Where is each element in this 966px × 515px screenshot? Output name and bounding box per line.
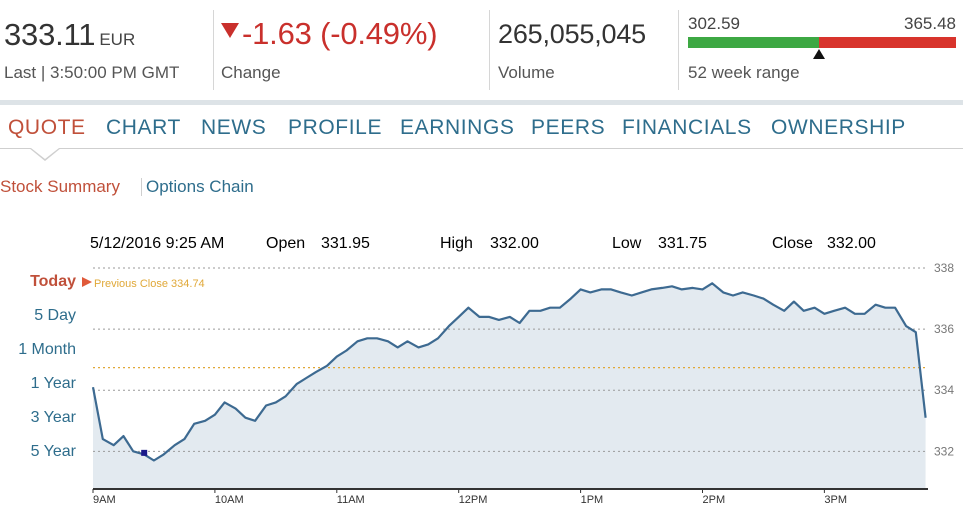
tabs-underline xyxy=(0,148,963,149)
down-arrow-icon xyxy=(221,23,239,38)
subnav-stock-summary[interactable]: Stock Summary xyxy=(0,177,120,196)
range-5-day[interactable]: 5 Day xyxy=(34,307,76,324)
low-value: 331.75 xyxy=(658,235,707,252)
range-5-year[interactable]: 5 Year xyxy=(30,443,76,460)
high-value: 332.00 xyxy=(490,235,539,252)
low-label: Low xyxy=(612,235,642,252)
range-3-year[interactable]: 3 Year xyxy=(30,409,76,426)
range-bar xyxy=(688,37,956,48)
last-price: 333.11 xyxy=(4,17,96,52)
close-label: Close xyxy=(772,235,813,252)
range-bar-high-segment xyxy=(819,37,956,48)
range-high: 365.48 xyxy=(904,14,956,33)
x-tick-label: 11AM xyxy=(337,494,365,506)
tab-chart[interactable]: CHART xyxy=(106,116,181,139)
range-bar-low-segment xyxy=(688,37,819,48)
x-tick-label: 3PM xyxy=(824,494,847,506)
last-time: Last | 3:50:00 PM GMT xyxy=(4,63,180,82)
divider xyxy=(489,10,490,90)
volume-panel: 265,055,045 Volume xyxy=(498,10,646,90)
previous-close-arrow-icon xyxy=(82,277,92,287)
price-area xyxy=(93,283,926,488)
tab-peers[interactable]: PEERS xyxy=(531,116,606,139)
quote-header: 333.11 EUR Last | 3:50:00 PM GMT -1.63 (-… xyxy=(0,0,966,100)
y-tick-label: 334 xyxy=(934,383,954,397)
highlight-point xyxy=(141,449,148,456)
range-panel: 302.59 365.48 52 week range xyxy=(688,10,958,90)
header-separator xyxy=(0,100,963,105)
x-tick-label: 2PM xyxy=(702,494,725,506)
x-tick-label: 9AM xyxy=(93,494,116,506)
tab-ownership[interactable]: OWNERSHIP xyxy=(771,116,906,139)
range-today[interactable]: Today xyxy=(30,273,76,290)
ohlc-datetime: 5/12/2016 9:25 AM xyxy=(90,235,225,252)
price-line xyxy=(91,282,927,462)
range-label: 52 week range xyxy=(688,63,800,82)
range-marker-icon xyxy=(813,49,825,59)
subnav-divider xyxy=(141,178,142,196)
y-tick-label: 332 xyxy=(934,444,954,458)
high-label: High xyxy=(440,235,473,252)
active-tab-caret-inner xyxy=(31,148,59,159)
subnav-options-chain[interactable]: Options Chain xyxy=(146,177,254,196)
y-tick-label: 338 xyxy=(934,261,954,275)
range-1-year[interactable]: 1 Year xyxy=(30,375,76,392)
x-tick-label: 12PM xyxy=(459,494,488,506)
tab-news[interactable]: NEWS xyxy=(201,116,267,139)
currency: EUR xyxy=(99,30,136,49)
tab-financials[interactable]: FINANCIALS xyxy=(622,116,752,139)
change-value: -1.63 (-0.49%) xyxy=(242,16,438,51)
close-value: 332.00 xyxy=(827,235,876,252)
tab-quote[interactable]: QUOTE xyxy=(8,116,86,139)
divider xyxy=(678,10,679,90)
last-price-panel: 333.11 EUR Last | 3:50:00 PM GMT xyxy=(4,10,179,90)
change-label: Change xyxy=(221,63,281,82)
y-tick-label: 336 xyxy=(934,322,954,336)
x-tick-label: 1PM xyxy=(581,494,604,506)
open-label: Open xyxy=(266,235,306,252)
tab-profile[interactable]: PROFILE xyxy=(288,116,383,139)
volume-value: 265,055,045 xyxy=(498,19,646,49)
range-1-month[interactable]: 1 Month xyxy=(18,341,76,358)
change-panel: -1.63 (-0.49%) Change xyxy=(221,10,438,90)
previous-close-label: Previous Close 334.74 xyxy=(94,278,205,290)
volume-label: Volume xyxy=(498,63,555,82)
tab-earnings[interactable]: EARNINGS xyxy=(400,116,515,139)
range-low: 302.59 xyxy=(688,14,740,33)
open-value: 331.95 xyxy=(321,235,370,252)
x-tick-label: 10AM xyxy=(215,494,244,506)
divider xyxy=(213,10,214,90)
